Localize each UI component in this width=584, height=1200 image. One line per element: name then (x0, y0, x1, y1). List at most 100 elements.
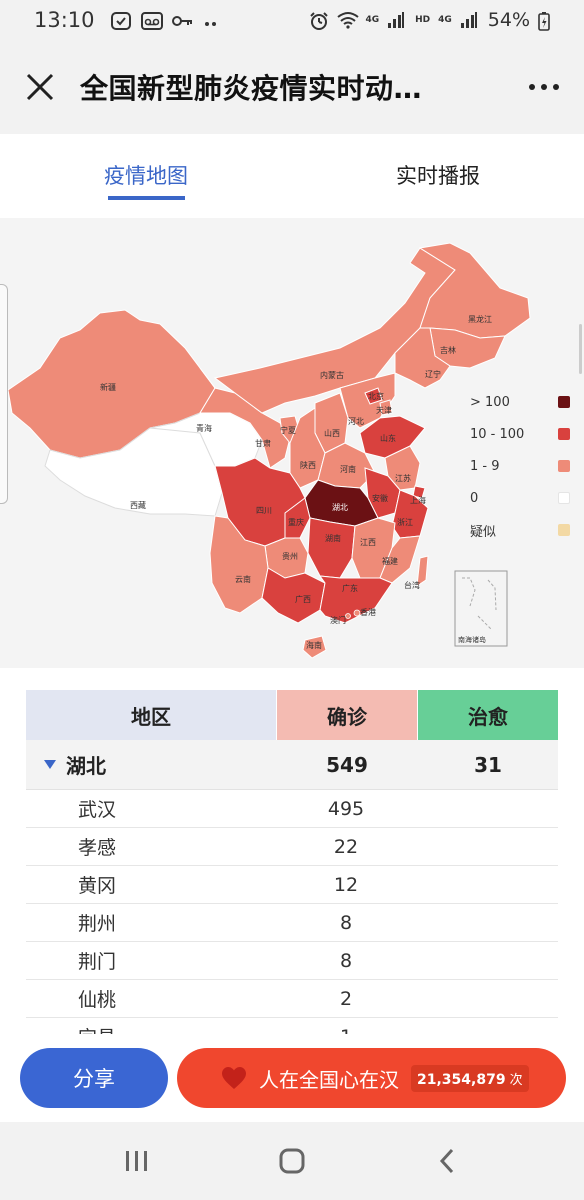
recent-apps-icon (126, 1151, 148, 1171)
label-jilin: 吉林 (440, 345, 456, 355)
city-name: 荆州 (78, 913, 117, 935)
close-icon (26, 73, 54, 101)
region-liaoning (394, 327, 451, 389)
legend-item: 10 - 100 (470, 418, 570, 450)
side-drawer-handle[interactable] (0, 284, 8, 504)
page-title: 全国新型肺炎疫情实时动… (80, 72, 423, 105)
province-name: 湖北 (66, 754, 106, 778)
signal-icon-2 (460, 11, 480, 29)
back-button[interactable] (417, 1131, 477, 1191)
more-dot (529, 84, 535, 90)
key-icon (171, 11, 192, 29)
city-confirmed: 8 (339, 949, 353, 972)
support-count-badge: 21,354,879 次 (411, 1064, 529, 1092)
label-hubei: 湖北 (332, 503, 348, 512)
city-name: 孝感 (78, 837, 117, 859)
city-row: 仙桃 2 (26, 980, 558, 1018)
network-type-2: 4G (438, 15, 452, 25)
header-cured[interactable]: 治愈 (418, 690, 558, 740)
city-name: 武汉 (78, 799, 117, 821)
legend-swatch (558, 524, 570, 536)
label-shandong: 山东 (380, 433, 396, 443)
tab-bar: 疫情地图 实时播报 (0, 134, 584, 216)
more-notifications-icon (201, 11, 221, 29)
collapse-triangle-icon[interactable] (44, 760, 56, 769)
legend-swatch (558, 396, 570, 408)
more-dot (541, 84, 547, 90)
city-row: 孝感 22 (26, 828, 558, 866)
tab-live-report[interactable]: 实时播报 (396, 164, 480, 188)
status-bar: 13:10 4G HD 4G 54% (0, 0, 584, 40)
label-hainan: 海南 (306, 640, 322, 650)
back-icon (439, 1148, 453, 1174)
legend-swatch (558, 460, 570, 472)
region-guangxi (261, 567, 326, 624)
city-row: 武汉 495 (26, 790, 558, 828)
support-wuhan-button[interactable]: 人在全国心在汉 21,354,879 次 (177, 1048, 566, 1108)
title-bar: 全国新型肺炎疫情实时动… (0, 40, 584, 134)
label-neimenggu: 内蒙古 (320, 370, 344, 380)
label-nanhai: 南海诸岛 (458, 635, 486, 644)
label-heilongjiang: 黑龙江 (468, 314, 492, 324)
region-stats-table: 地区 确诊 治愈 湖北 549 31 武汉 495 孝感 22 黄冈 12 (26, 690, 558, 1056)
label-beijing: 北京 (368, 391, 384, 401)
legend-label: 疑似 (470, 524, 497, 540)
hd-badge: HD (415, 15, 431, 25)
share-button[interactable]: 分享 (20, 1048, 168, 1108)
legend-item: > 100 (470, 386, 570, 418)
label-ningxia: 宁夏 (280, 425, 296, 435)
city-name: 荆门 (78, 951, 117, 973)
battery-charging-icon (538, 11, 558, 31)
label-guangdong: 广东 (342, 583, 358, 593)
label-liaoning: 辽宁 (425, 369, 441, 379)
label-yunnan: 云南 (235, 574, 251, 584)
province-row-hubei[interactable]: 湖北 549 31 (26, 740, 558, 790)
signal-icon (387, 11, 407, 29)
legend-item: 0 (470, 482, 570, 514)
more-options-button[interactable] (504, 40, 584, 134)
region-hainan (302, 635, 327, 659)
city-confirmed: 22 (333, 835, 359, 858)
label-qinghai: 青海 (196, 423, 212, 433)
city-row: 黄冈 12 (26, 866, 558, 904)
label-taiwan: 台湾 (404, 580, 420, 590)
label-henan: 河南 (340, 464, 356, 474)
epidemic-map[interactable]: 黑龙江 吉林 辽宁 内蒙古 北京 天津 河北 山西 山东 新疆 青海 甘肃 宁夏… (0, 218, 584, 668)
header-region[interactable]: 地区 (26, 690, 276, 740)
region-chongqing (284, 497, 311, 539)
legend-item: 疑似 (470, 514, 570, 546)
label-fujian: 福建 (382, 556, 398, 566)
header-confirmed[interactable]: 确诊 (277, 690, 417, 740)
label-jiangxi: 江西 (360, 538, 376, 547)
tab-epidemic-map[interactable]: 疫情地图 (0, 134, 292, 216)
city-name: 黄冈 (78, 875, 117, 897)
legend-label: > 100 (470, 394, 510, 410)
voicemail-icon (140, 11, 163, 30)
city-name: 仙桃 (78, 989, 117, 1011)
status-time: 13:10 (34, 8, 95, 32)
action-bar: 分享 人在全国心在汉 21,354,879 次 (0, 1034, 584, 1122)
label-guizhou: 贵州 (282, 551, 298, 561)
network-type-1: 4G (365, 15, 380, 25)
region-taiwan (416, 555, 429, 588)
label-sichuan: 四川 (256, 506, 272, 515)
province-confirmed: 549 (277, 740, 417, 789)
wifi-icon (337, 11, 360, 29)
label-chongqing: 重庆 (288, 517, 304, 527)
label-shaanxi: 陕西 (300, 460, 316, 470)
home-button[interactable] (262, 1131, 322, 1191)
label-xianggang: 香港 (360, 607, 376, 617)
recent-apps-button[interactable] (107, 1131, 167, 1191)
label-guangxi: 广西 (295, 594, 311, 604)
support-count-unit: 次 (509, 1072, 523, 1088)
legend-swatch (558, 492, 570, 504)
map-legend: > 100 10 - 100 1 - 9 0 疑似 (470, 386, 570, 546)
legend-item: 1 - 9 (470, 450, 570, 482)
system-nav-bar (0, 1122, 584, 1200)
region-shandong (359, 415, 426, 459)
label-aomen: 澳门 (330, 615, 346, 625)
battery-percent: 54% (487, 9, 530, 31)
label-hebei: 河北 (348, 416, 364, 426)
close-button[interactable] (0, 40, 80, 134)
scrollbar[interactable] (579, 324, 582, 374)
